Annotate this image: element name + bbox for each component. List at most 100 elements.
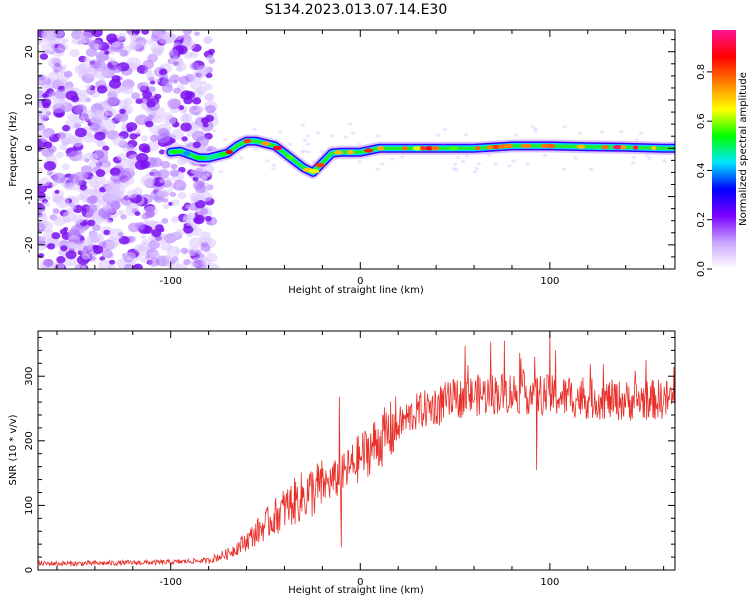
ridge-peak [377, 146, 385, 151]
noise-blob [105, 107, 117, 117]
ridge-peak [272, 145, 283, 151]
noise-blob [43, 141, 53, 149]
y-tick-label: -20 [24, 237, 35, 253]
noise-blob [205, 93, 215, 101]
noise-blob [38, 146, 43, 152]
noise-blob [191, 227, 203, 236]
noise-blob [177, 191, 187, 200]
colorbar-scale [712, 30, 736, 269]
ridge-peak [315, 162, 325, 168]
noise-blob [133, 263, 143, 269]
noise-blob [72, 138, 84, 147]
noise-blob [561, 167, 566, 171]
noise-blob [84, 188, 93, 195]
noise-blob [101, 249, 113, 259]
noise-blob [101, 211, 112, 220]
noise-blob [530, 125, 535, 129]
noise-blob [99, 79, 106, 84]
noise-blob [543, 153, 548, 157]
noise-blob [53, 97, 65, 107]
ridge-peak [425, 146, 434, 151]
ridge-peak [193, 155, 204, 160]
noise-blob [38, 213, 48, 222]
noise-blob [69, 49, 80, 58]
noise-blob [78, 38, 87, 45]
ridge-peak [448, 146, 459, 151]
ridge-peak [412, 146, 422, 151]
noise-blob [81, 252, 91, 260]
noise-blob [94, 131, 106, 141]
noise-blob [200, 117, 209, 124]
noise-blob [196, 86, 207, 95]
noise-blob [165, 257, 180, 269]
y-tick-label: 200 [24, 431, 35, 450]
ridge-peak [219, 152, 227, 157]
x-tick-label: 100 [540, 276, 559, 287]
noise-blob [116, 32, 127, 41]
noise-blob [588, 167, 594, 171]
noise-blob [62, 137, 72, 145]
noise-blob [146, 100, 156, 108]
noise-blob [350, 131, 355, 135]
noise-blob [85, 211, 97, 220]
noise-blob [41, 147, 54, 158]
noise-blob [306, 142, 311, 146]
noise-blob [189, 62, 200, 71]
noise-blob [47, 243, 56, 250]
noise-blob [192, 97, 202, 105]
noise-blob [151, 229, 162, 238]
colorbar-tick-label: 0.8 [696, 64, 707, 80]
noise-blob [176, 228, 185, 236]
noise-blob [183, 225, 194, 234]
noise-blob [142, 59, 154, 70]
ridge-peak [545, 143, 556, 149]
noise-blob [167, 98, 181, 110]
noise-blob [104, 50, 110, 55]
noise-blob [178, 75, 190, 85]
noise-blob [111, 41, 120, 48]
noise-blob [143, 220, 150, 226]
spectrogram-ylabel: Frequency (Hz) [8, 111, 19, 187]
colorbar-label: Normalized spectral amplitude [738, 72, 749, 226]
noise-blob [171, 129, 185, 140]
noise-blob [265, 159, 270, 163]
noise-blob [79, 89, 88, 97]
noise-blob [111, 75, 121, 83]
noise-blob [194, 217, 202, 223]
noise-blob [40, 236, 47, 242]
noise-blob [76, 193, 85, 201]
noise-blob [200, 208, 209, 215]
x-tick-label: 0 [357, 276, 363, 287]
noise-blob [133, 128, 142, 135]
noise-blob [140, 234, 147, 239]
noise-blob [141, 213, 150, 220]
ridge-peak [651, 145, 657, 151]
noise-blob [380, 162, 385, 166]
noise-blob [146, 141, 160, 152]
noise-blob [96, 198, 103, 204]
noise-blob [140, 257, 148, 263]
noise-blob [67, 113, 77, 122]
noise-blob [103, 229, 111, 235]
ridge-peak [576, 144, 586, 149]
noise-blob [151, 251, 161, 259]
noise-blob [39, 53, 49, 60]
noise-blob [453, 162, 458, 166]
noise-blob [159, 68, 168, 76]
noise-blob [105, 240, 118, 250]
noise-blob [169, 33, 177, 40]
noise-blob [142, 225, 153, 234]
noise-blob [94, 67, 109, 80]
noise-blob [118, 100, 129, 108]
noise-blob [45, 131, 53, 137]
noise-blob [74, 127, 87, 138]
noise-blob [271, 163, 277, 167]
noise-blob [170, 56, 183, 67]
noise-blob [109, 188, 124, 201]
noise-blob [65, 250, 77, 260]
ridge-peak [225, 149, 233, 155]
noise-blob [161, 84, 173, 93]
ridge-peak [431, 146, 440, 151]
noise-blob [106, 33, 118, 43]
noise-blob [78, 105, 84, 110]
